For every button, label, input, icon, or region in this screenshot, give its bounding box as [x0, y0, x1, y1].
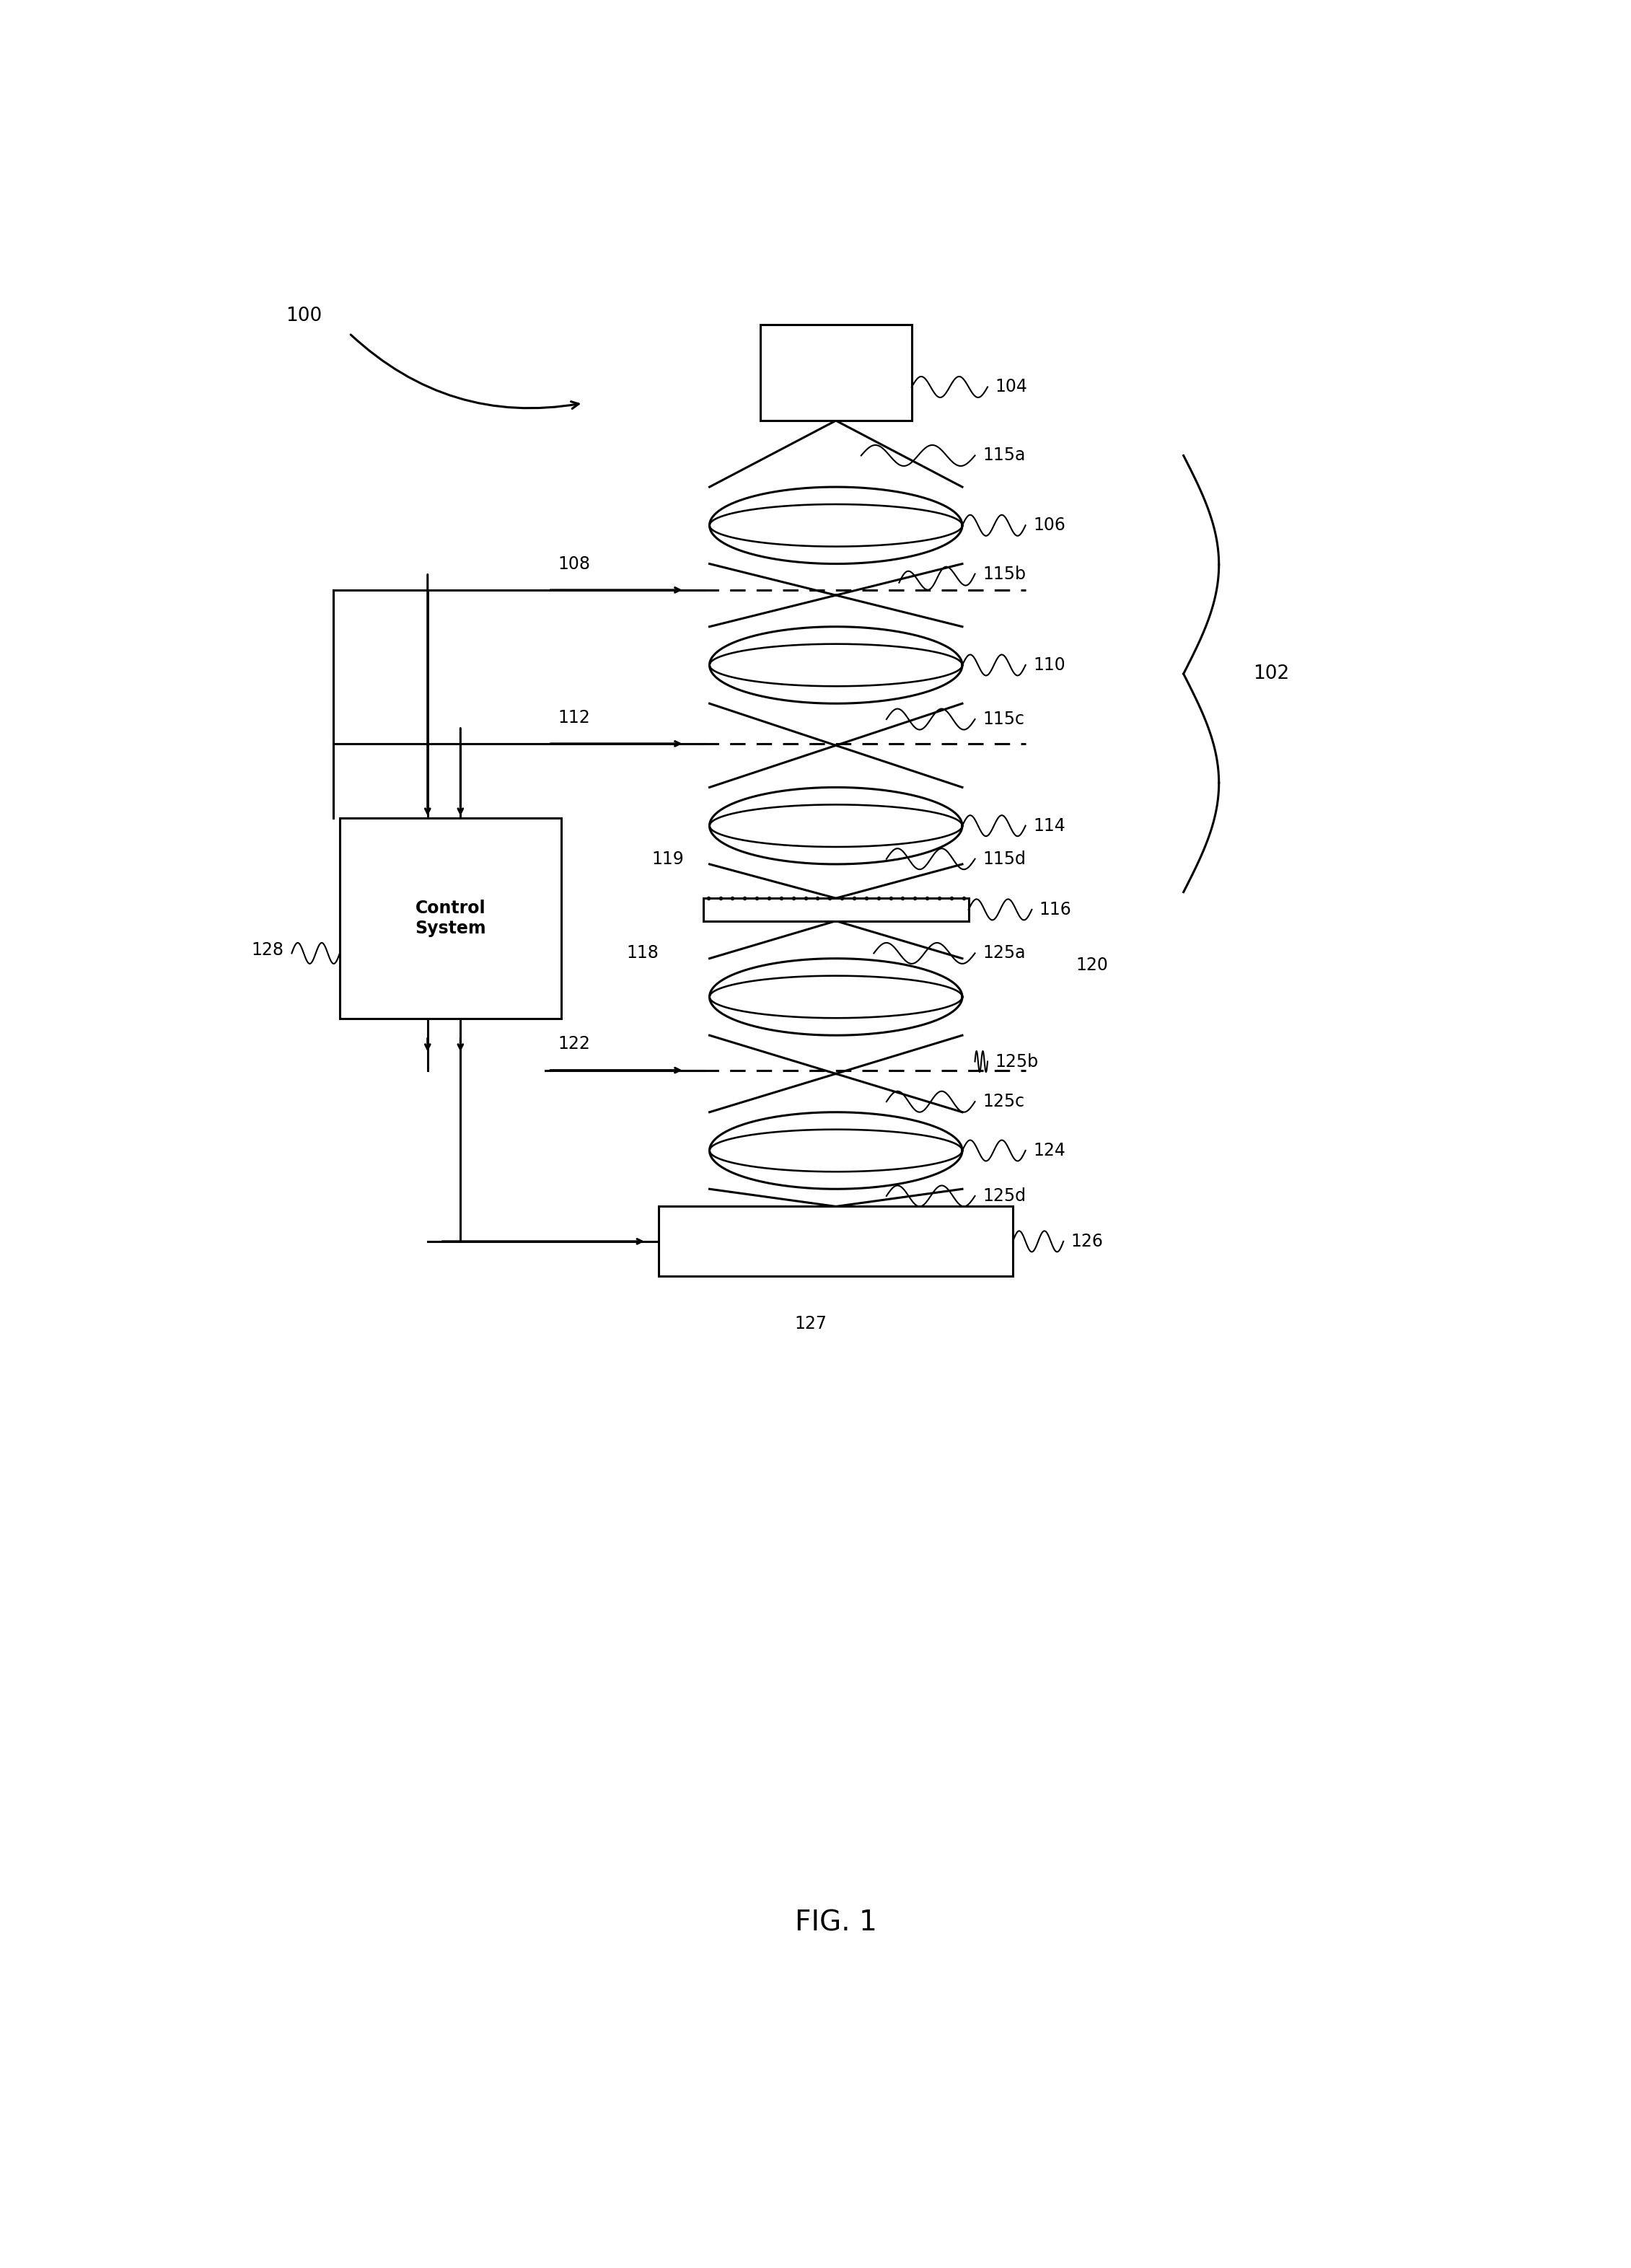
Text: 118: 118: [626, 943, 659, 962]
Bar: [659, 1207, 1013, 1277]
Text: 115b: 115b: [982, 565, 1026, 583]
Text: 125a: 125a: [982, 943, 1026, 962]
Text: 122: 122: [558, 1036, 590, 1052]
Text: 115a: 115a: [982, 447, 1026, 465]
Polygon shape: [709, 1111, 962, 1188]
Text: 104: 104: [995, 379, 1028, 395]
Polygon shape: [709, 488, 962, 565]
Text: 127: 127: [794, 1315, 827, 1331]
Polygon shape: [709, 959, 962, 1034]
Text: 114: 114: [1032, 816, 1065, 835]
Text: 110: 110: [1032, 655, 1065, 674]
Text: 126: 126: [1072, 1234, 1103, 1250]
Text: 128: 128: [251, 941, 284, 959]
Bar: [703, 898, 969, 921]
Text: 119: 119: [652, 850, 685, 869]
Text: 102: 102: [1253, 665, 1288, 683]
Text: Control
System: Control System: [414, 900, 486, 937]
Text: 112: 112: [558, 710, 590, 726]
Text: FIG. 1: FIG. 1: [794, 1910, 877, 1937]
Text: 106: 106: [1032, 517, 1065, 533]
Bar: [760, 324, 912, 420]
Text: 125b: 125b: [995, 1052, 1039, 1070]
Text: 125c: 125c: [982, 1093, 1024, 1111]
Text: 100: 100: [285, 306, 323, 324]
Text: 108: 108: [558, 556, 590, 572]
FancyArrowPatch shape: [351, 336, 579, 408]
Text: 124: 124: [1032, 1141, 1065, 1159]
Text: 115d: 115d: [982, 850, 1026, 869]
Text: 115c: 115c: [982, 710, 1024, 728]
Text: 125d: 125d: [982, 1188, 1026, 1204]
Polygon shape: [709, 626, 962, 703]
Polygon shape: [709, 787, 962, 864]
Text: 116: 116: [1039, 900, 1072, 919]
Bar: [339, 819, 561, 1018]
Text: 120: 120: [1076, 957, 1109, 975]
